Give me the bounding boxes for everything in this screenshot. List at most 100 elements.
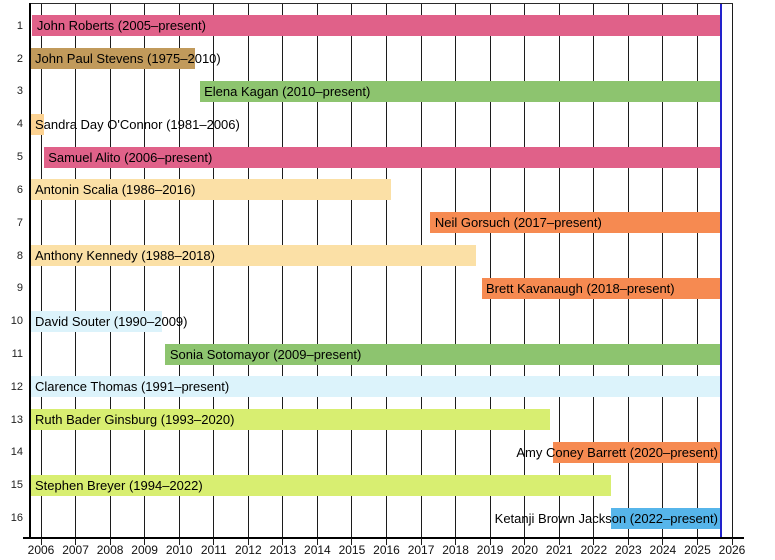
axis-tick — [386, 538, 387, 545]
row-number: 13 — [10, 413, 23, 426]
gantt-bar-antonin-scalia — [30, 179, 391, 201]
axis-tick — [351, 538, 353, 545]
axis-tick — [420, 538, 422, 545]
year-gridline — [731, 4, 733, 538]
axis-year-label: 2018 — [442, 543, 469, 557]
bar-label-amy-coney-barrett: Amy Coney Barrett (2020–present) — [516, 444, 718, 460]
gantt-bar-elena-kagan — [199, 80, 721, 102]
bar-label-ketanji-brown-jackson: Ketanji Brown Jackson (2022–present) — [494, 510, 718, 526]
year-gridline — [489, 4, 491, 538]
axis-tick — [282, 538, 284, 545]
row-number: 4 — [16, 118, 23, 131]
axis-year-label: 2024 — [649, 543, 677, 557]
bar-label-john-roberts: John Roberts (2005–present) — [36, 18, 206, 34]
axis-tick — [627, 538, 629, 545]
year-gridline — [593, 4, 595, 538]
year-gridline — [144, 4, 146, 538]
bar-label-ruth-bader-ginsburg: Ruth Bader Ginsburg (1993–2020) — [35, 412, 235, 428]
x-axis-line — [23, 537, 744, 539]
axis-tick — [455, 538, 457, 545]
axis-tick — [75, 538, 77, 545]
row-number: 9 — [16, 282, 23, 295]
row-number: 3 — [16, 85, 23, 98]
row-number: 7 — [16, 216, 23, 229]
gantt-bar-john-roberts — [32, 15, 721, 37]
row-number: 8 — [16, 249, 23, 262]
axis-year-label: 2023 — [614, 543, 642, 557]
year-gridline — [351, 4, 353, 538]
axis-year-label: 2007 — [62, 543, 89, 557]
axis-tick — [213, 538, 215, 545]
axis-tick — [558, 538, 560, 545]
row-number: 2 — [16, 52, 23, 65]
axis-tick — [40, 538, 42, 545]
axis-year-label: 2017 — [407, 543, 435, 557]
gantt-bar-samuel-alito — [43, 146, 721, 168]
bar-label-stephen-breyer: Stephen Breyer (1994–2022) — [35, 477, 203, 493]
row-number: 15 — [10, 479, 23, 492]
year-gridline — [282, 4, 284, 538]
axis-tick — [316, 538, 318, 545]
axis-year-label: 2021 — [545, 543, 573, 557]
axis-tick — [662, 538, 664, 545]
row-number: 14 — [10, 446, 23, 459]
bar-label-brett-kavanaugh: Brett Kavanaugh (2018–present) — [486, 280, 675, 296]
bar-label-clarence-thomas: Clarence Thomas (1991–present) — [35, 379, 230, 395]
year-gridline — [420, 4, 422, 538]
row-number: 6 — [16, 183, 23, 196]
axis-year-label: 2020 — [511, 543, 539, 557]
row-number: 10 — [10, 315, 23, 328]
year-gridline — [178, 4, 180, 538]
bar-label-david-souter: David Souter (1990–2009) — [35, 313, 188, 329]
year-gridline — [109, 4, 111, 538]
gantt-bar-amy-coney-barrett — [553, 441, 721, 463]
plot-top-border — [29, 3, 733, 4]
year-gridline — [524, 4, 526, 538]
year-gridline — [316, 4, 318, 538]
row-number: 11 — [11, 348, 23, 360]
axis-tick — [524, 538, 526, 545]
gantt-bar-anthony-kennedy — [30, 245, 476, 267]
bar-label-sonia-sotomayor: Sonia Sotomayor (2009–present) — [169, 346, 362, 362]
bar-label-sandra-day-oconnor: Sandra Day O'Connor (1981–2006) — [35, 116, 240, 132]
gantt-bar-sandra-day-oconnor — [30, 113, 44, 135]
gantt-bar-brett-kavanaugh — [481, 277, 721, 299]
axis-year-label: 2026 — [718, 543, 746, 557]
gantt-bar-john-paul-stevens — [30, 48, 196, 70]
axis-year-label: 2009 — [131, 543, 158, 557]
year-gridline — [558, 4, 560, 538]
year-gridline — [75, 4, 77, 538]
gantt-bar-david-souter — [30, 310, 162, 332]
year-gridline — [213, 4, 215, 538]
current-date-marker — [719, 4, 722, 538]
axis-year-label: 2022 — [580, 543, 608, 557]
year-gridline — [455, 4, 457, 538]
axis-tick — [247, 538, 249, 545]
row-number: 16 — [10, 512, 23, 525]
gantt-bar-ruth-bader-ginsburg — [30, 409, 550, 431]
axis-tick — [731, 538, 733, 545]
year-gridline — [627, 4, 629, 538]
axis-year-label: 2025 — [684, 543, 711, 557]
row-number: 1 — [16, 19, 23, 32]
gantt-bar-stephen-breyer — [30, 474, 612, 496]
axis-year-label: 2008 — [96, 543, 124, 557]
bar-label-antonin-scalia: Antonin Scalia (1986–2016) — [35, 182, 196, 198]
axis-tick — [489, 538, 491, 545]
year-gridline — [662, 4, 664, 538]
y-axis-line — [29, 3, 31, 538]
axis-year-label: 2014 — [304, 543, 331, 557]
year-gridline — [386, 4, 387, 538]
row-number: 12 — [10, 380, 23, 393]
gantt-bar-clarence-thomas — [30, 376, 721, 398]
axis-tick — [696, 538, 698, 545]
bar-label-john-paul-stevens: John Paul Stevens (1975–2010) — [35, 51, 221, 67]
bar-label-samuel-alito: Samuel Alito (2006–present) — [48, 149, 213, 165]
year-gridline — [696, 4, 698, 538]
axis-year-label: 2013 — [269, 543, 297, 557]
gantt-bar-sonia-sotomayor — [165, 343, 721, 365]
axis-tick — [178, 538, 180, 545]
gantt-bar-neil-gorsuch — [430, 212, 721, 234]
axis-tick — [593, 538, 595, 545]
